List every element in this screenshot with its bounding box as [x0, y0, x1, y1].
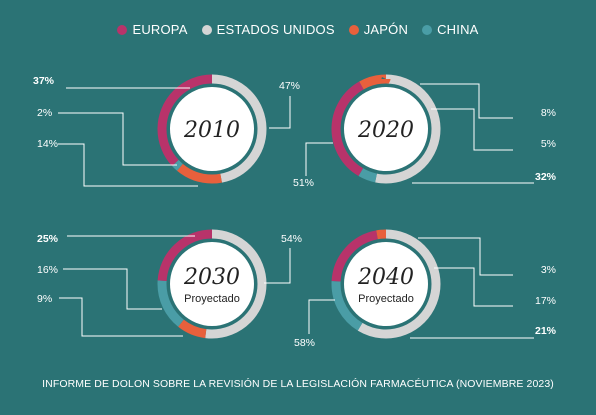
leader-line-2030-estados-unidos [264, 248, 291, 284]
slice-2040-japon [331, 229, 441, 339]
slice-2010-europa [157, 74, 267, 184]
data-label-2030-japon: 9% [37, 293, 52, 305]
legend-item-japon: JAPÓN [348, 22, 409, 37]
data-label-2020-japon: 8% [541, 107, 556, 119]
legend-swatch-europa [117, 24, 128, 35]
legend-swatch-japon [348, 24, 359, 35]
slice-2010-japon [157, 74, 267, 184]
legend-label-japon: JAPÓN [363, 22, 409, 37]
data-label-2030-europa: 25% [37, 233, 59, 245]
legend-label-estados-unidos: ESTADOS UNIDOS [216, 22, 335, 37]
slice-2020-europa [331, 74, 441, 184]
donut-center-2030 [170, 242, 254, 326]
data-label-2040-estados-unidos: 58% [294, 337, 315, 349]
donut-center-2020 [344, 87, 428, 171]
leader-line-2030-china [63, 268, 162, 310]
leader-line-2010-china [58, 112, 177, 166]
donut-subtitle-2040: Proyectado [358, 293, 414, 305]
leader-line-2040-japon [418, 237, 513, 276]
data-label-2010-europa: 37% [33, 75, 55, 87]
leader-line-2020-japon [420, 83, 513, 119]
slice-2030-europa [157, 229, 267, 339]
data-label-2040-europa: 21% [535, 325, 557, 337]
donut-subtitle-2030: Proyectado [184, 293, 240, 305]
data-label-2010-japon: 14% [37, 138, 58, 150]
leader-line-2020-china [431, 108, 513, 151]
data-label-2020-europa: 32% [535, 171, 557, 183]
legend-label-europa: EUROPA [132, 22, 188, 37]
data-label-2020-china: 5% [541, 138, 556, 150]
donut-center-2010 [170, 87, 254, 171]
legend-swatch-estados-unidos [201, 24, 212, 35]
legend: EUROPA ESTADOS UNIDOS JAPÓN CHINA [0, 22, 596, 37]
donut-center-2040 [344, 242, 428, 326]
leader-line-2040-estados-unidos [308, 299, 335, 334]
data-label-2030-china: 16% [37, 264, 58, 276]
legend-item-estados-unidos: ESTADOS UNIDOS [201, 22, 335, 37]
slice-2040-china [331, 229, 441, 339]
legend-item-china: CHINA [422, 22, 478, 37]
leader-line-2010-japon [58, 143, 198, 187]
donut-title-2020: 2020 [357, 118, 414, 143]
legend-label-china: CHINA [437, 22, 479, 37]
leader-line-2030-japon [59, 297, 183, 337]
data-label-2010-china: 2% [37, 107, 52, 119]
leader-line-2040-china [434, 267, 513, 307]
slice-2020-japon [331, 74, 441, 184]
leader-line-2020-estados-unidos [305, 142, 333, 176]
data-label-2040-japon: 3% [541, 264, 556, 276]
leader-line-2010-estados-unidos [269, 96, 291, 129]
slice-2030-china [157, 229, 267, 339]
footer-source: INFORME DE DOLON SOBRE LA REVISIÓN DE LA… [42, 378, 554, 390]
donut-title-2010: 2010 [183, 118, 240, 143]
data-label-2020-estados-unidos: 51% [293, 177, 314, 189]
data-label-2040-china: 17% [535, 295, 556, 307]
data-label-2010-estados-unidos: 47% [279, 80, 300, 92]
legend-swatch-china [422, 24, 433, 35]
legend-item-europa: EUROPA [117, 22, 187, 37]
data-label-2030-estados-unidos: 54% [281, 233, 302, 245]
donut-title-2030: 2030 [183, 265, 240, 290]
donut-title-2040: 2040 [357, 265, 414, 290]
